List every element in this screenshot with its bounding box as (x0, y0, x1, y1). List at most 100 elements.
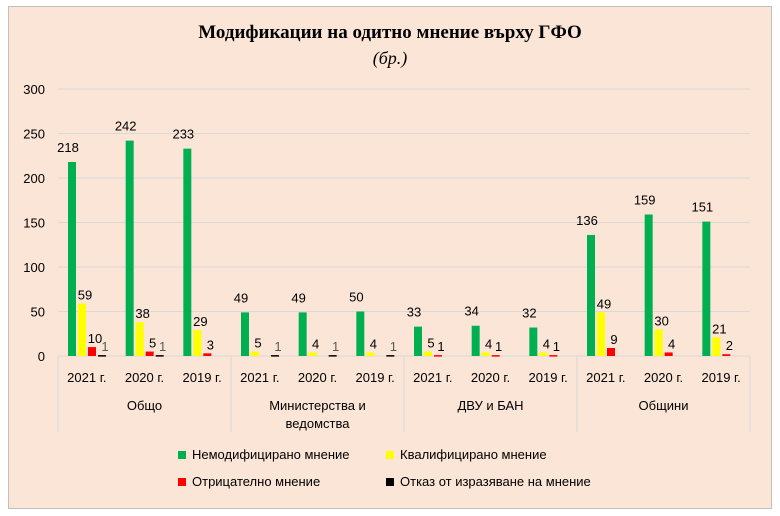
bar-1 (712, 337, 721, 356)
legend-item-0: Немодифицирано мнение (178, 447, 350, 462)
bar-2 (145, 351, 154, 356)
bar-1 (308, 352, 317, 356)
data-label: 29 (193, 314, 207, 329)
bar-1 (366, 352, 375, 356)
bar-2 (722, 354, 731, 356)
data-label: 3 (207, 337, 214, 352)
legend-item-3: Отказ от изразяване на мнение (386, 474, 591, 489)
bar-1 (654, 329, 663, 356)
group-label: Министерства и (269, 398, 366, 413)
bar-1 (78, 303, 86, 356)
legend-swatch-icon (386, 450, 394, 459)
data-label: 1 (101, 339, 108, 354)
bar-0 (183, 148, 192, 356)
x-tick-label: 2020 г. (644, 370, 683, 385)
bar-0 (298, 312, 307, 356)
bar-0 (471, 325, 480, 356)
bar-1 (135, 322, 144, 356)
data-label: 1 (274, 339, 281, 354)
data-label: 5 (149, 336, 156, 351)
x-tick-label: 2021 г. (586, 370, 625, 385)
data-label: 1 (437, 339, 444, 354)
bar-0 (414, 326, 422, 356)
bar-2 (549, 355, 558, 357)
data-label: 5 (254, 336, 261, 351)
bar-0 (702, 221, 711, 356)
y-tick-label: 150 (23, 216, 45, 231)
bar-0 (356, 311, 365, 356)
y-tick-label: 0 (38, 349, 45, 364)
x-tick-label: 2020 г. (471, 370, 510, 385)
data-label: 5 (427, 336, 434, 351)
group-label: ведомства (286, 416, 351, 431)
x-tick-label: 2020 г. (298, 370, 337, 385)
bar-2 (434, 355, 442, 357)
bar-1 (597, 312, 605, 356)
bar-0 (529, 327, 538, 356)
bar-1 (539, 352, 548, 356)
chart-subtitle: (бр.) (372, 48, 408, 68)
data-label: 4 (668, 336, 675, 351)
y-tick-label: 50 (31, 305, 45, 320)
group-label: Общини (639, 398, 689, 413)
y-tick-label: 250 (23, 127, 45, 142)
x-tick-label: 2019 г. (529, 370, 568, 385)
bar-1 (193, 330, 202, 356)
data-label: 34 (464, 304, 478, 319)
legend-item-2: Отрицателно мнение (178, 474, 320, 489)
data-label: 1 (495, 339, 502, 354)
data-label: 2 (726, 338, 733, 353)
data-label: 1 (159, 339, 166, 354)
bar-2 (607, 347, 615, 356)
data-label: 10 (88, 331, 102, 346)
x-tick-label: 2021 г. (67, 370, 106, 385)
bar-3 (98, 355, 106, 357)
legend-label: Квалифицирано мнение (400, 447, 547, 462)
data-label: 136 (576, 213, 598, 228)
data-label: 4 (485, 336, 492, 351)
chart-title: Модификации на одитно мнение върху ГФО (198, 22, 582, 43)
x-tick-label: 2021 г. (413, 370, 452, 385)
legend-label: Немодифицирано мнение (192, 447, 350, 462)
data-label: 30 (654, 313, 668, 328)
data-label: 1 (553, 339, 560, 354)
bar-0 (125, 140, 134, 356)
data-label: 33 (407, 305, 421, 320)
bar-0 (241, 312, 249, 356)
x-tick-label: 2019 г. (702, 370, 741, 385)
bar-2 (203, 353, 212, 356)
bar-1 (424, 351, 432, 356)
data-label: 151 (691, 200, 713, 215)
data-label: 233 (172, 127, 194, 142)
bar-2 (88, 347, 96, 356)
data-label: 4 (543, 336, 550, 351)
bar-3 (271, 355, 279, 357)
bar-0 (68, 161, 76, 356)
legend-swatch-icon (178, 477, 186, 486)
x-tick-label: 2019 г. (183, 370, 222, 385)
bar-3 (386, 355, 395, 357)
legend-label: Отрицателно мнение (192, 474, 321, 489)
data-label: 9 (610, 332, 617, 347)
data-label: 218 (57, 140, 79, 155)
data-label: 59 (78, 287, 92, 302)
legend-swatch-icon (178, 450, 186, 459)
data-label: 50 (349, 290, 363, 305)
x-tick-label: 2020 г. (125, 370, 164, 385)
data-label: 1 (390, 339, 397, 354)
data-label: 49 (234, 290, 248, 305)
x-tick-label: 2021 г. (240, 370, 279, 385)
y-tick-label: 100 (23, 260, 45, 275)
data-label: 4 (312, 336, 319, 351)
data-label: 242 (115, 119, 137, 134)
bar-2 (664, 352, 673, 356)
bar-3 (328, 355, 337, 357)
data-label: 49 (597, 296, 611, 311)
y-tick-label: 300 (23, 82, 45, 97)
bar-3 (155, 355, 164, 357)
data-label: 159 (634, 192, 656, 207)
legend-label: Отказ от изразяване на мнение (400, 474, 591, 489)
bar-1 (251, 351, 259, 356)
y-tick-label: 200 (23, 171, 45, 186)
